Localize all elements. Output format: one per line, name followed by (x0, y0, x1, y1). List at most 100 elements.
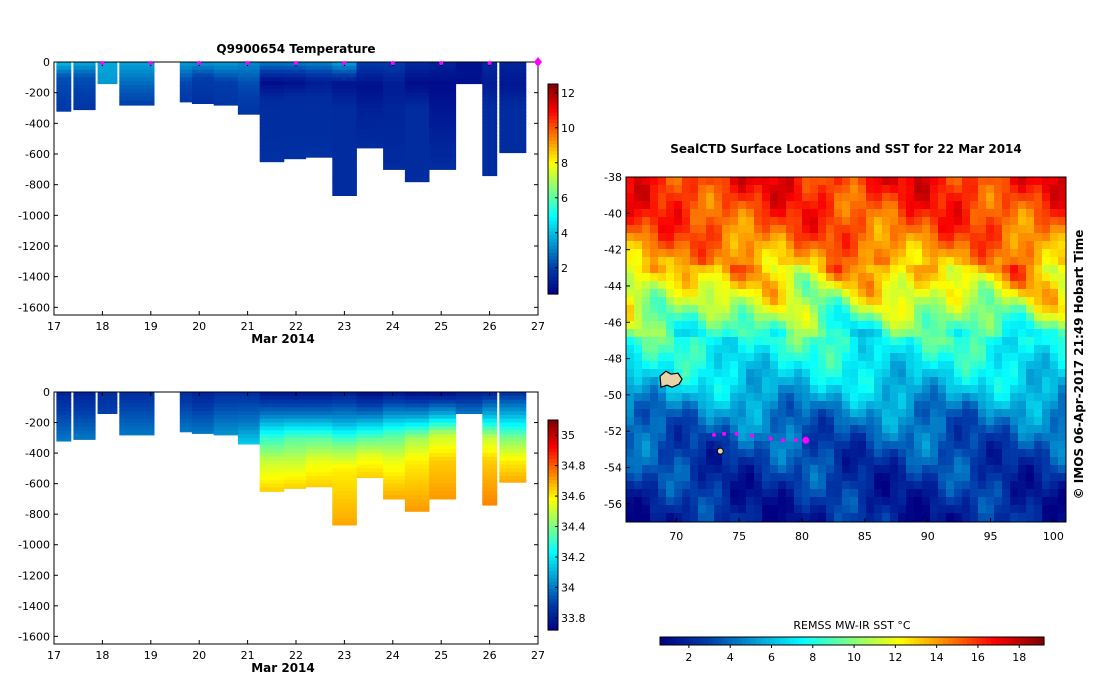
sst-cell (626, 449, 635, 458)
sst-cell (930, 249, 939, 258)
sst-cell (954, 241, 963, 250)
profile-cell (283, 92, 307, 98)
sst-cell (642, 329, 651, 338)
sst-cell (914, 481, 923, 490)
sst-cell (706, 489, 715, 498)
sst-cell (746, 441, 755, 450)
colorbar-segment (813, 637, 819, 645)
profile-cell (499, 88, 527, 94)
sst-cell (658, 473, 667, 482)
sst-cell (1002, 369, 1011, 378)
sst-cell (890, 177, 899, 186)
profile-cell (305, 468, 333, 473)
sst-cell (778, 177, 787, 186)
sst-cell (786, 385, 795, 394)
profile-cell (499, 81, 527, 86)
profile-cell (356, 92, 384, 98)
sst-cell (834, 193, 843, 202)
sst-cell (874, 433, 883, 442)
colorbar-segment (933, 637, 939, 645)
sst-cell (842, 433, 851, 442)
sst-cell (738, 417, 747, 426)
sst-cell (786, 513, 795, 522)
profile-cell (499, 146, 527, 151)
colorbar-tick-label: 8 (561, 157, 568, 170)
profile-cell (499, 85, 527, 90)
sst-cell (1002, 409, 1011, 418)
colorbar-segment (548, 462, 558, 467)
sst-cell (738, 209, 747, 218)
sst-cell (850, 457, 859, 466)
sst-cell (882, 281, 891, 290)
profile-cell (237, 430, 261, 435)
sst-cell (834, 433, 843, 442)
sst-cell (874, 273, 883, 282)
sst-cell (626, 441, 635, 450)
sst-cell (762, 321, 771, 330)
sst-cell (810, 329, 819, 338)
sst-cell (762, 465, 771, 474)
profile-cell (213, 92, 239, 98)
colorbar-segment (548, 199, 558, 204)
sst-cell (994, 465, 1003, 474)
sst-cell (898, 241, 907, 250)
profile-cell (499, 460, 527, 466)
sst-cell (890, 241, 899, 250)
sst-cell (626, 481, 635, 490)
sst-cell (762, 361, 771, 370)
sst-cell (874, 217, 883, 226)
sst-cell (698, 329, 707, 338)
sst-cell (826, 441, 835, 450)
x-tick-label: 24 (386, 320, 400, 333)
sst-cell (970, 401, 979, 410)
sst-cell (794, 241, 803, 250)
sst-cell (946, 489, 955, 498)
sst-cell (866, 401, 875, 410)
colorbar-segment (548, 157, 558, 162)
colorbar-segment (548, 490, 558, 495)
profile-cell (356, 456, 384, 462)
profile-cell (237, 96, 261, 101)
profile-cell (482, 441, 498, 446)
profile-cell (482, 134, 498, 140)
sst-cell (978, 497, 987, 506)
sst-cell (1010, 353, 1019, 362)
sst-cell (1042, 369, 1051, 378)
sst-cell (930, 337, 939, 346)
sst-cell (770, 289, 779, 298)
sst-cell (994, 241, 1003, 250)
sst-cell (890, 377, 899, 386)
profile-cell (73, 85, 96, 90)
sst-cell (698, 201, 707, 210)
sst-cell (706, 377, 715, 386)
sst-cell (866, 433, 875, 442)
sst-cell (970, 289, 979, 298)
sst-cell (1034, 257, 1043, 266)
sst-cell (826, 273, 835, 282)
sst-cell (802, 457, 811, 466)
sst-cell (874, 321, 883, 330)
profile-cell (332, 65, 357, 71)
sst-cell (842, 329, 851, 338)
sst-cell (754, 361, 763, 370)
sst-cell (890, 457, 899, 466)
profile-cell (305, 422, 333, 427)
sst-cell (738, 353, 747, 362)
sst-cell (986, 297, 995, 306)
profile-cell (404, 468, 430, 473)
sst-cell (690, 321, 699, 330)
profile-cell (332, 476, 357, 481)
sst-cell (1050, 465, 1059, 474)
profile-cell (213, 100, 239, 105)
sst-cell (738, 457, 747, 466)
sst-cell (1034, 177, 1043, 186)
sst-cell (954, 393, 963, 402)
profile-cell (305, 65, 333, 71)
sst-cell (626, 305, 635, 314)
profile-cell (305, 445, 333, 450)
sst-cell (690, 497, 699, 506)
colorbar-segment (548, 476, 558, 481)
sst-cell (874, 337, 883, 346)
lat-tick-label: -50 (604, 389, 622, 402)
sst-cell (682, 193, 691, 202)
